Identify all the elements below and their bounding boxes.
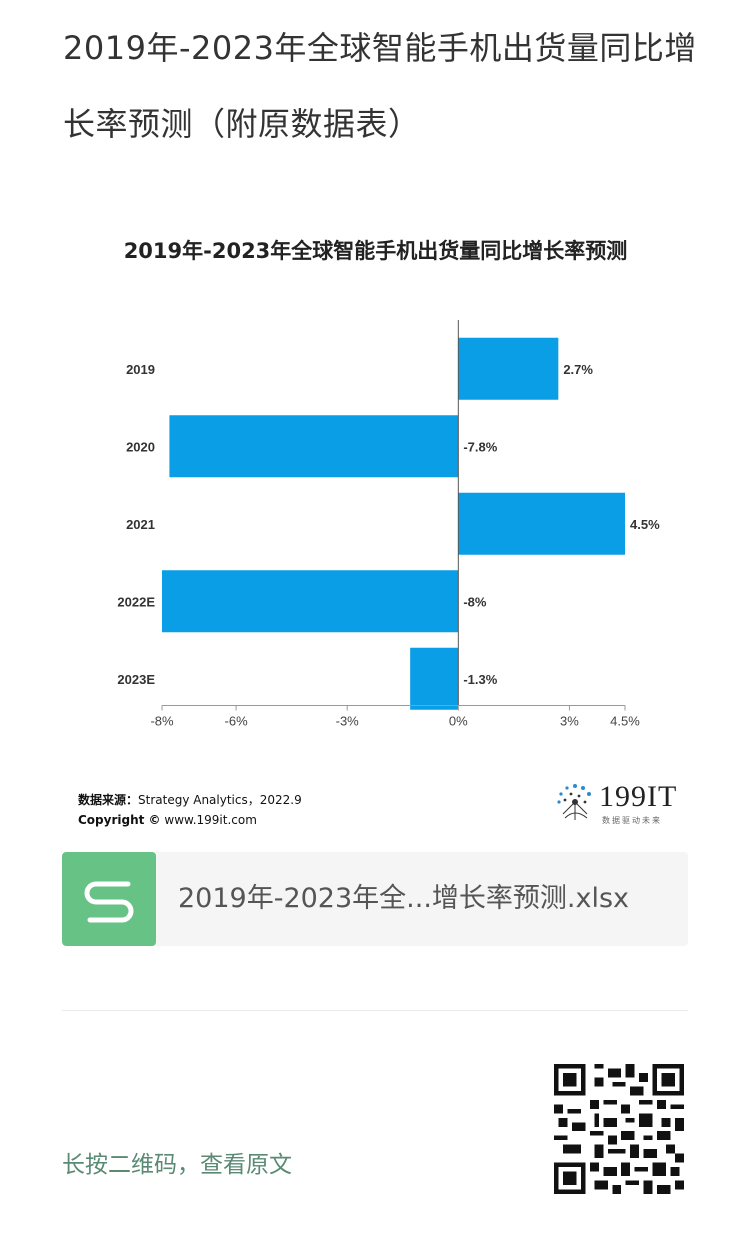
data-label: 4.5%	[630, 517, 660, 532]
data-label: -7.8%	[463, 439, 497, 454]
category-label: 2021	[126, 517, 155, 532]
chart-image: 2019年-2023年全球智能手机出货量同比增长率预测 2019 2.7% 2020…	[58, 205, 693, 845]
bar	[458, 337, 559, 400]
bar	[169, 415, 459, 478]
data-label: 2.7%	[563, 362, 593, 377]
source-label: 数据来源：	[78, 793, 139, 807]
x-tick-label: 3%	[560, 714, 579, 729]
x-tick-label: -3%	[336, 714, 360, 729]
data-label: -1.3%	[463, 672, 497, 687]
category-label: 2023E	[117, 672, 155, 687]
category-label: 2019	[126, 362, 155, 377]
source-block: 数据来源：Strategy Analytics，2022.9 Copyright…	[78, 790, 302, 830]
copyright-label: Copyright ©	[78, 813, 161, 827]
bar	[162, 570, 459, 633]
bar-chart: 2019 2.7% 2020 -7.8% 2021 4.5% 2022E -8% 2023E -1…	[117, 320, 660, 729]
spreadsheet-s-icon	[62, 852, 156, 946]
bar	[458, 492, 625, 555]
attachment-card[interactable]: 2019年-2023年全...增长率预测.xlsx	[62, 852, 688, 946]
qr-code-icon[interactable]	[554, 1064, 684, 1194]
attachment-file-name: 2019年-2023年全...增长率预测.xlsx	[178, 883, 630, 914]
longpress-hint: 长按二维码，查看原文	[62, 1152, 292, 1178]
x-tick-label: -6%	[225, 714, 249, 729]
article-title: 2019年-2023年全球智能手机出货量同比增长率预测（附原数据表）	[63, 29, 697, 143]
chart-title: 2019年-2023年全球智能手机出货量同比增长率预测	[123, 239, 628, 263]
x-tick-label: -8%	[150, 714, 174, 729]
copyright-text: www.199it.com	[164, 813, 257, 827]
bar	[410, 647, 459, 710]
logo-text: 199IT	[599, 780, 678, 813]
divider	[62, 1010, 688, 1011]
category-label: 2022E	[117, 594, 155, 609]
source-text: Strategy Analytics，2022.9	[138, 793, 302, 807]
logo-tagline: 数据驱动未来	[602, 816, 662, 825]
category-label: 2020	[126, 439, 155, 454]
x-tick-label: 0%	[449, 714, 468, 729]
data-label: -8%	[463, 594, 487, 609]
logo-dandelion-icon	[557, 784, 591, 820]
x-tick-label: 4.5%	[610, 714, 640, 729]
199it-logo: 199IT 数据驱动未来	[553, 780, 683, 830]
